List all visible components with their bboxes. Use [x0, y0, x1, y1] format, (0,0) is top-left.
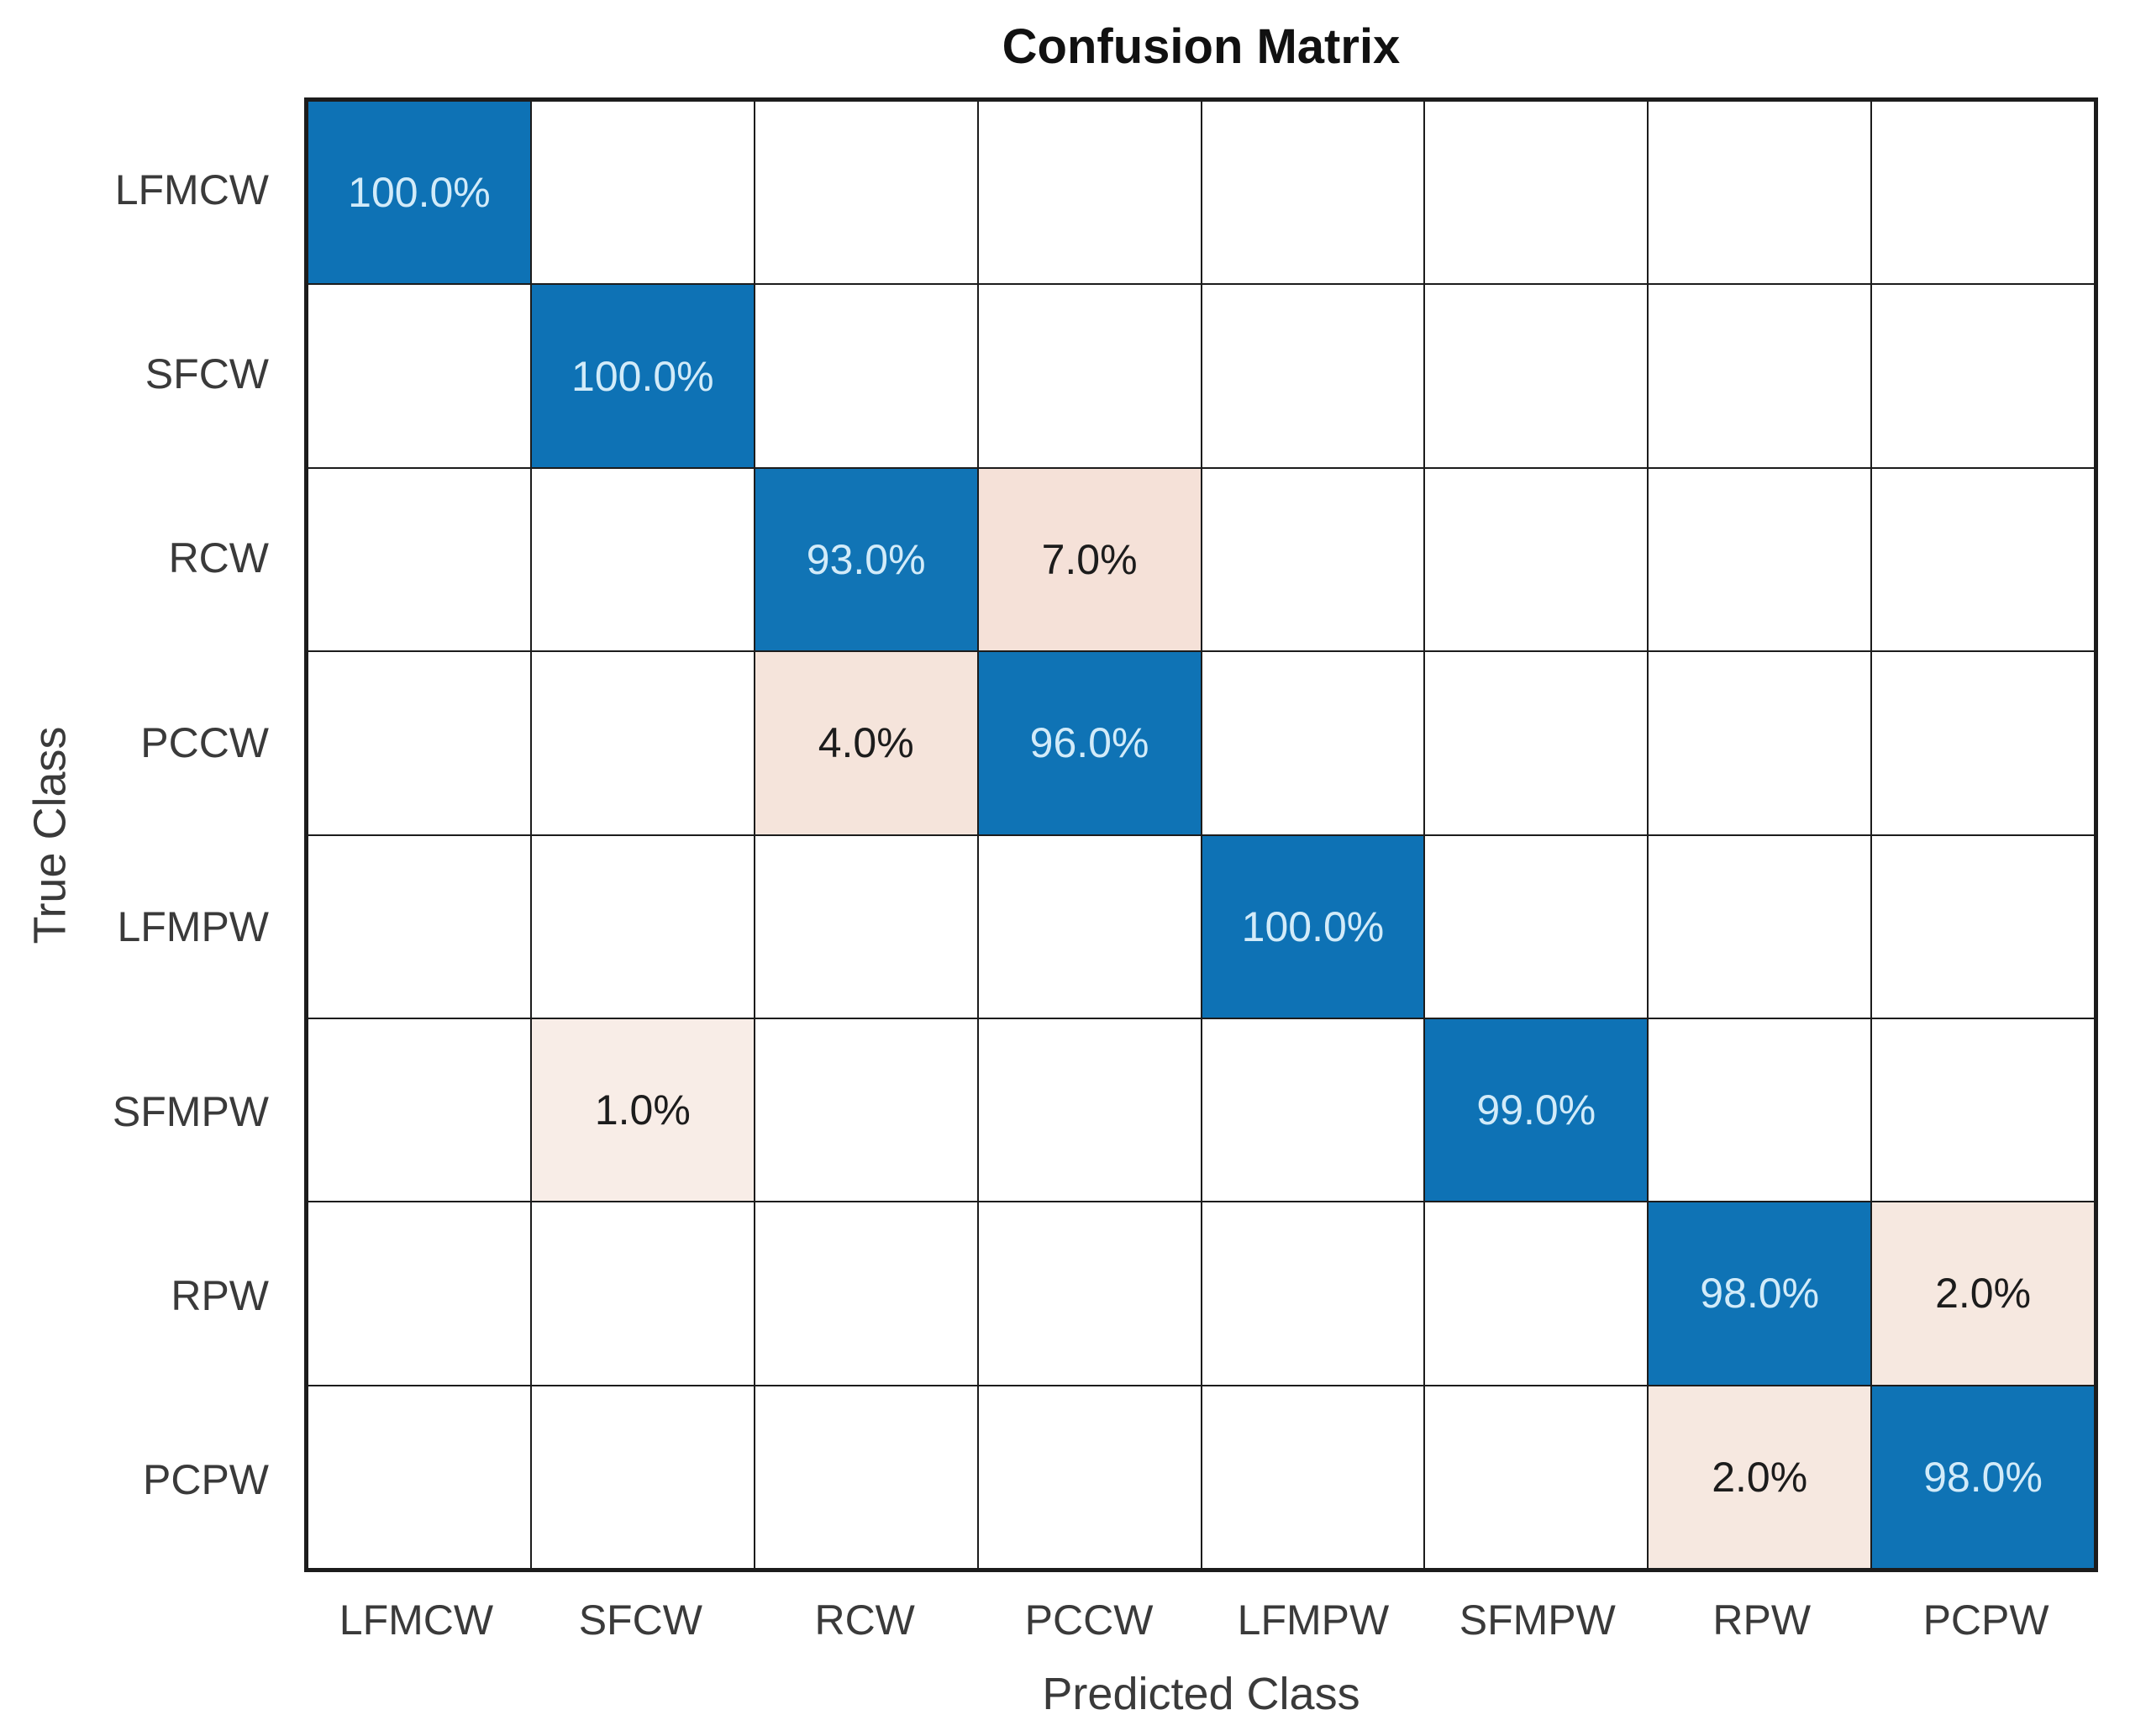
matrix-cell: [530, 101, 755, 285]
matrix-cell: [1424, 651, 1649, 835]
matrix-cell: [1201, 284, 1425, 468]
x-axis-tick-labels: LFMCW SFCW RCW PCCW LFMPW SFMPW RPW PCPW: [304, 1591, 2098, 1649]
y-tick-label: PCCW: [140, 718, 269, 766]
matrix-cell: [977, 1385, 1202, 1569]
matrix-cell: [1424, 834, 1649, 1018]
matrix-cell: [754, 101, 978, 285]
matrix-cell: 99.0%: [1424, 1018, 1649, 1202]
matrix-cell: [1871, 1018, 2095, 1202]
y-tick-label: RPW: [171, 1271, 269, 1319]
matrix-cell: [308, 1018, 531, 1202]
x-tick-label: RCW: [814, 1597, 915, 1644]
matrix-cell: [754, 1018, 978, 1202]
matrix-cell: [530, 467, 755, 652]
x-tick-label: LFMCW: [339, 1597, 494, 1644]
matrix-cell: [754, 834, 978, 1018]
matrix-cell: [308, 1385, 531, 1569]
x-tick-label: SFMPW: [1459, 1597, 1616, 1644]
y-tick-label: LFMCW: [114, 166, 269, 213]
y-tick-label: SFCW: [145, 350, 269, 398]
matrix-cell: [1201, 1385, 1425, 1569]
matrix-cell: [530, 1202, 755, 1386]
matrix-cell: [1648, 101, 1872, 285]
matrix-cell: [1871, 101, 2095, 285]
matrix-cell: [1648, 1018, 1872, 1202]
matrix-cell: [1201, 651, 1425, 835]
matrix-cell: [1424, 284, 1649, 468]
matrix-cell: 1.0%: [530, 1018, 755, 1202]
y-axis-tick-labels: LFMCW SFCW RCW PCCW LFMPW SFMPW RPW PCPW: [0, 97, 287, 1572]
x-tick-label: PCPW: [1922, 1597, 2049, 1644]
matrix-cell: [308, 284, 531, 468]
matrix-cell: 98.0%: [1648, 1202, 1872, 1386]
matrix-cell: [1424, 1202, 1649, 1386]
matrix-cell: [977, 1202, 1202, 1386]
matrix-cell: [1871, 651, 2095, 835]
y-tick-label: RCW: [168, 534, 269, 582]
matrix-cell: [977, 1018, 1202, 1202]
matrix-cell: [1424, 467, 1649, 652]
matrix-cell: [1648, 834, 1872, 1018]
matrix-cell: [1648, 651, 1872, 835]
matrix-cell: [1648, 284, 1872, 468]
matrix-cell: 100.0%: [308, 101, 531, 285]
matrix-cell: [977, 101, 1202, 285]
confusion-matrix-grid: 100.0% 100.0% 93.0% 7.0% 4.0% 96.0% 100.0% 1.0%…: [304, 97, 2098, 1572]
matrix-cell: [1424, 101, 1649, 285]
x-axis-label: Predicted Class: [1042, 1669, 1360, 1719]
matrix-cell: [308, 651, 531, 835]
y-tick-label: LFMPW: [117, 903, 269, 951]
matrix-cell: [530, 651, 755, 835]
x-tick-label: SFCW: [578, 1597, 702, 1644]
matrix-cell: [308, 834, 531, 1018]
matrix-cell: 4.0%: [754, 651, 978, 835]
matrix-cell: [530, 834, 755, 1018]
matrix-cell: [1648, 467, 1872, 652]
matrix-cell: [1871, 467, 2095, 652]
matrix-cell: 7.0%: [977, 467, 1202, 652]
matrix-cell: [977, 284, 1202, 468]
matrix-cell: [530, 1385, 755, 1569]
matrix-cell: 100.0%: [1201, 834, 1425, 1018]
matrix-cell: 2.0%: [1871, 1202, 2095, 1386]
matrix-cell: [308, 467, 531, 652]
matrix-cell: 96.0%: [977, 651, 1202, 835]
matrix-cell: 2.0%: [1648, 1385, 1872, 1569]
x-tick-label: RPW: [1712, 1597, 1812, 1644]
matrix-cell: [1201, 101, 1425, 285]
matrix-cell: [1201, 1202, 1425, 1386]
x-tick-label: LFMPW: [1237, 1597, 1390, 1644]
matrix-cell: [1201, 1018, 1425, 1202]
matrix-cell: [977, 834, 1202, 1018]
x-tick-label: PCCW: [1024, 1597, 1154, 1644]
matrix-cell: [754, 1385, 978, 1569]
y-tick-label: PCPW: [143, 1456, 269, 1504]
matrix-cell: [308, 1202, 531, 1386]
matrix-cell: [1871, 284, 2095, 468]
y-tick-label: SFMPW: [112, 1087, 269, 1135]
matrix-cell: [754, 1202, 978, 1386]
matrix-cell: 98.0%: [1871, 1385, 2095, 1569]
matrix-cell: [1871, 834, 2095, 1018]
matrix-cell: [1201, 467, 1425, 652]
matrix-cell: 93.0%: [754, 467, 978, 652]
chart-title: Confusion Matrix: [1002, 19, 1401, 74]
matrix-cell: [1424, 1385, 1649, 1569]
matrix-cell: [754, 284, 978, 468]
matrix-cell: 100.0%: [530, 284, 755, 468]
